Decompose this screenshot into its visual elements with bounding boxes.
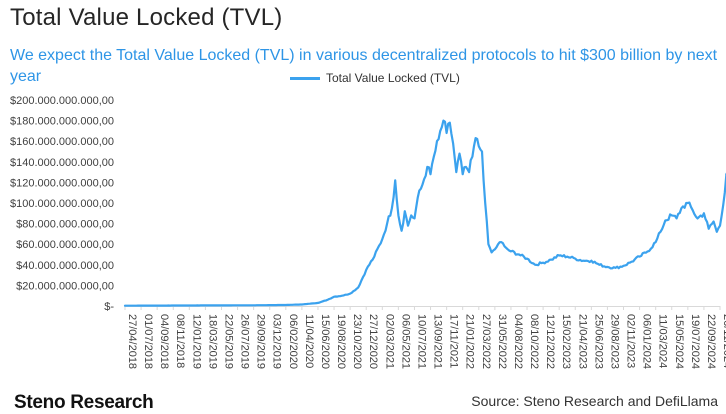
x-tick-label: 12/01/2019: [190, 314, 202, 369]
x-tick-label: 11/03/2024: [657, 314, 669, 368]
x-tick-label: 31/05/2022: [496, 314, 508, 369]
legend-label: Total Value Locked (TVL): [326, 71, 460, 85]
y-tick-label: $40.000.000.000,00: [16, 260, 114, 272]
x-tick-label: 15/05/2024: [673, 314, 685, 369]
x-tick-label: 22/05/2019: [222, 314, 234, 369]
x-tick-label: 15/06/2020: [319, 314, 331, 369]
x-tick-label: 02/03/2021: [383, 314, 395, 369]
y-tick-label: $120.000.000.000,00: [10, 177, 114, 189]
x-tick-label: 26/11/2024: [721, 314, 726, 368]
y-tick-label: $60.000.000.000,00: [16, 239, 114, 251]
x-tick-label: 02/11/2023: [625, 314, 637, 368]
y-tick-label: $200.000.000.000,00: [10, 95, 114, 107]
x-tick-label: 13/09/2021: [432, 314, 444, 369]
legend: Total Value Locked (TVL): [290, 70, 460, 86]
chart-subtitle: We expect the Total Value Locked (TVL) i…: [10, 47, 718, 85]
x-tick-label: 17/11/2021: [448, 314, 460, 368]
legend-swatch: [290, 76, 320, 80]
y-tick-label: $80.000.000.000,00: [16, 219, 114, 231]
x-tick-label: 06/05/2021: [399, 314, 411, 369]
x-tick-label: 27/12/2020: [367, 314, 379, 369]
x-tick-label: 27/03/2022: [480, 314, 492, 369]
tvl-series-line: [123, 119, 726, 307]
x-tick-label: 29/08/2023: [608, 314, 620, 369]
x-tick-label: 06/02/2020: [287, 314, 299, 369]
brand-logo: Steno Research: [14, 392, 154, 413]
x-tick-label: 26/07/2019: [239, 314, 251, 369]
y-tick-label: $20.000.000.000,00: [16, 280, 114, 292]
x-tick-label: 10/07/2021: [415, 314, 427, 369]
y-tick-label: $100.000.000.000,00: [10, 198, 114, 210]
chart-title: Total Value Locked (TVL): [10, 4, 283, 31]
x-tick-label: 04/08/2022: [512, 314, 524, 369]
x-tick-label: 12/12/2022: [544, 314, 556, 369]
x-tick-label: 19/08/2020: [335, 314, 347, 369]
x-tick-label: 19/07/2024: [689, 314, 701, 369]
y-tick-label: $-: [104, 301, 114, 313]
x-tick-label: 29/09/2019: [255, 314, 267, 369]
x-tick-label: 18/03/2019: [206, 314, 218, 369]
x-tick-label: 03/12/2019: [271, 314, 283, 369]
x-tick-label: 15/02/2023: [560, 314, 572, 369]
y-tick-label: $180.000.000.000,00: [10, 116, 114, 128]
x-tick-label: 06/01/2024: [641, 314, 653, 369]
x-tick-label: 27/04/2018: [126, 314, 138, 369]
x-tick-label: 01/07/2018: [142, 314, 154, 369]
x-tick-label: 23/10/2020: [351, 314, 363, 369]
x-tick-label: 25/06/2023: [592, 314, 604, 369]
x-tick-label: 21/04/2023: [576, 314, 588, 369]
x-tick-label: 22/09/2024: [705, 314, 717, 369]
x-tick-label: 04/09/2018: [158, 314, 170, 369]
y-tick-label: $160.000.000.000,00: [10, 136, 114, 148]
y-tick-label: $140.000.000.000,00: [10, 157, 114, 169]
source-note: Source: Steno Research and DefiLlama: [471, 393, 718, 409]
x-tick-label: 21/01/2022: [464, 314, 476, 369]
x-tick-label: 08/10/2022: [528, 314, 540, 369]
x-tick-label: 11/04/2020: [303, 314, 315, 368]
x-tick-label: 08/11/2018: [174, 314, 186, 368]
